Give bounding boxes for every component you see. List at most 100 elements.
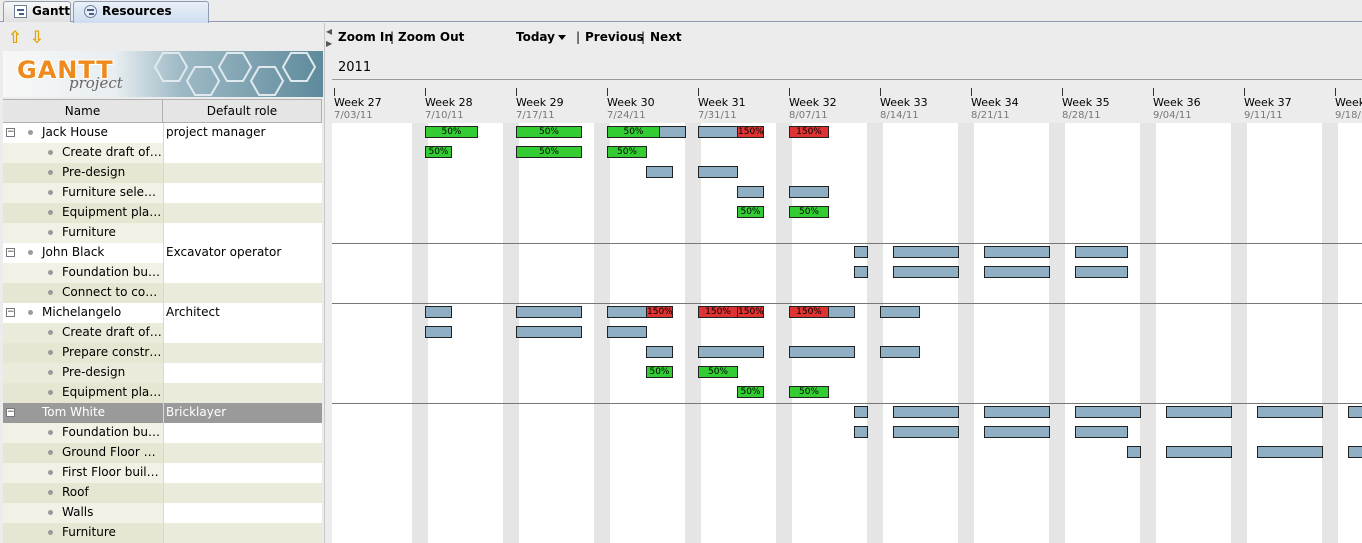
assignment-row[interactable]: Walls xyxy=(3,503,322,523)
assignment-row[interactable]: Furniture xyxy=(3,523,322,543)
load-bar[interactable] xyxy=(893,246,959,258)
collapse-icon[interactable]: − xyxy=(6,127,15,137)
load-bar[interactable] xyxy=(789,186,829,198)
load-bar[interactable]: 150% xyxy=(737,126,764,138)
assignment-row[interactable]: Foundation building xyxy=(3,263,322,283)
collapse-icon[interactable]: − xyxy=(6,407,15,417)
load-bar[interactable] xyxy=(1348,446,1362,458)
load-bar[interactable] xyxy=(425,326,452,338)
load-bar[interactable] xyxy=(854,406,868,418)
load-bar[interactable] xyxy=(1257,446,1323,458)
load-bar[interactable] xyxy=(646,166,673,178)
load-bar[interactable] xyxy=(984,426,1050,438)
load-bar[interactable] xyxy=(516,326,582,338)
resource-row[interactable]: − John Black Excavator operator xyxy=(3,243,322,263)
assignment-row[interactable]: Foundation building xyxy=(3,423,322,443)
load-bar[interactable]: 50% xyxy=(646,366,673,378)
load-bar[interactable] xyxy=(1075,426,1128,438)
assignment-row[interactable]: Furniture selection xyxy=(3,183,322,203)
expand-right-icon[interactable]: ▶ xyxy=(326,39,333,48)
resource-row[interactable]: − Jack House project manager xyxy=(3,123,322,143)
load-bar[interactable]: 50% xyxy=(516,126,582,138)
load-bar[interactable] xyxy=(893,426,959,438)
column-header-name[interactable]: Name xyxy=(3,100,163,122)
load-bar[interactable] xyxy=(880,346,920,358)
assignment-row[interactable]: Furniture xyxy=(3,223,322,243)
resource-load-chart[interactable]: 50% 50% 50% 150% 150% 50% 50% 50% 50% 50% 150% 150%… xyxy=(332,123,1362,543)
load-bar[interactable] xyxy=(1166,406,1232,418)
load-bar[interactable] xyxy=(854,426,868,438)
load-bar[interactable]: 50% xyxy=(698,366,738,378)
panel-splitter[interactable]: ◀ ▶ xyxy=(324,23,332,543)
resource-row[interactable]: − Michelangelo Architect xyxy=(3,303,322,323)
assignment-row[interactable]: Create draft of architecture xyxy=(3,143,322,163)
next-button[interactable]: Next xyxy=(650,30,682,44)
load-bar[interactable] xyxy=(425,306,452,318)
load-bar[interactable] xyxy=(789,346,855,358)
load-bar[interactable] xyxy=(1166,446,1232,458)
collapse-icon[interactable]: − xyxy=(6,307,15,317)
load-bar[interactable] xyxy=(607,326,647,338)
load-bar[interactable]: 150% xyxy=(789,306,829,318)
move-down-button[interactable]: ⇩ xyxy=(29,28,45,48)
tab-gantt[interactable]: Gantt xyxy=(3,1,71,22)
load-bar[interactable] xyxy=(646,346,673,358)
load-bar[interactable] xyxy=(659,126,686,138)
load-bar[interactable]: 150% xyxy=(737,306,764,318)
assignment-row[interactable]: Pre-design xyxy=(3,363,322,383)
load-bar[interactable] xyxy=(880,306,920,318)
load-bar[interactable] xyxy=(516,306,582,318)
load-bar[interactable] xyxy=(828,306,855,318)
load-bar[interactable] xyxy=(1075,266,1128,278)
load-bar[interactable]: 50% xyxy=(607,126,660,138)
today-button[interactable]: Today xyxy=(516,30,555,44)
load-bar[interactable]: 50% xyxy=(789,206,829,218)
load-bar[interactable] xyxy=(1127,446,1141,458)
zoom-in-button[interactable]: Zoom In xyxy=(338,30,393,44)
assignment-row[interactable]: Ground Floor building xyxy=(3,443,322,463)
assignment-row[interactable]: First Floor building xyxy=(3,463,322,483)
load-bar[interactable] xyxy=(1075,246,1128,258)
column-header-default-role[interactable]: Default role xyxy=(163,100,322,122)
load-bar[interactable] xyxy=(698,126,738,138)
collapse-left-icon[interactable]: ◀ xyxy=(326,27,333,36)
load-bar[interactable] xyxy=(984,406,1050,418)
load-bar[interactable]: 50% xyxy=(425,146,452,158)
load-bar[interactable]: 150% xyxy=(646,306,673,318)
load-bar[interactable]: 50% xyxy=(737,386,764,398)
load-bar[interactable] xyxy=(893,266,959,278)
assignment-row[interactable]: Equipment planning xyxy=(3,203,322,223)
assignment-row[interactable]: Roof xyxy=(3,483,322,503)
assignment-row[interactable]: Create draft of architecture xyxy=(3,323,322,343)
resource-row[interactable]: − Tom White Bricklayer xyxy=(3,403,322,423)
load-bar[interactable]: 50% xyxy=(789,386,829,398)
previous-button[interactable]: Previous xyxy=(585,30,644,44)
load-bar[interactable] xyxy=(698,346,764,358)
collapse-icon[interactable]: − xyxy=(6,247,15,257)
load-bar[interactable]: 150% xyxy=(789,126,829,138)
load-bar[interactable] xyxy=(1348,406,1362,418)
zoom-out-button[interactable]: Zoom Out xyxy=(398,30,465,44)
load-bar[interactable]: 50% xyxy=(425,126,478,138)
load-bar[interactable] xyxy=(698,166,738,178)
load-bar[interactable] xyxy=(1075,406,1141,418)
today-dropdown-icon[interactable] xyxy=(558,35,566,40)
load-bar[interactable] xyxy=(1257,406,1323,418)
assignment-row[interactable]: Prepare construction documents xyxy=(3,343,322,363)
tab-resources-chart[interactable]: Resources Chart xyxy=(73,1,209,37)
load-bar[interactable] xyxy=(737,186,764,198)
assignment-row[interactable]: Pre-design xyxy=(3,163,322,183)
assignment-row[interactable]: Equipment planning xyxy=(3,383,322,403)
load-bar[interactable]: 50% xyxy=(516,146,582,158)
load-bar[interactable] xyxy=(984,246,1050,258)
assignment-row[interactable]: Connect to communications xyxy=(3,283,322,303)
load-bar[interactable]: 150% xyxy=(698,306,738,318)
load-bar[interactable] xyxy=(854,246,868,258)
load-bar[interactable]: 50% xyxy=(737,206,764,218)
load-bar[interactable] xyxy=(607,306,647,318)
load-bar[interactable] xyxy=(893,406,959,418)
load-bar[interactable]: 50% xyxy=(607,146,647,158)
load-bar[interactable] xyxy=(984,266,1050,278)
move-up-button[interactable]: ⇧ xyxy=(7,28,23,48)
load-bar[interactable] xyxy=(854,266,868,278)
